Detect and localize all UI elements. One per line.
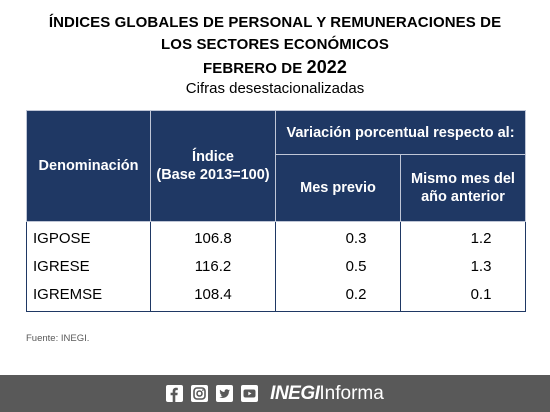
source-note: Fuente: INEGI. xyxy=(26,333,90,344)
facebook-icon[interactable] xyxy=(166,385,184,402)
header-indice: Índice (Base 2013=100) xyxy=(150,110,276,222)
header-denominacion: Denominación xyxy=(26,110,151,222)
header-indice-line1: Índice xyxy=(192,149,234,165)
subtitle: Cifras desestacionalizadas xyxy=(185,80,365,97)
row-name: IGREMSE xyxy=(26,281,151,312)
indices-table: Denominación Índice (Base 2013=100) Vari… xyxy=(26,110,526,312)
row-anio-anterior: 1.3 xyxy=(400,251,526,282)
report-title: ÍNDICES GLOBALES DE PERSONAL Y REMUNERAC… xyxy=(0,12,550,99)
inegi-informa-logo: INEGI Informa xyxy=(270,383,384,405)
table-row: IGRESE 116.2 0.5 1.3 xyxy=(26,251,526,282)
title-month: FEBRERO DE xyxy=(202,60,307,77)
title-line-3: FEBRERO DE 2022 xyxy=(0,56,550,80)
table-row: IGPOSE 106.8 0.3 1.2 xyxy=(26,221,526,252)
title-year: 2022 xyxy=(306,57,348,77)
row-mes-previo: 0.2 xyxy=(275,281,401,312)
twitter-icon[interactable] xyxy=(216,385,234,402)
footer-bar: INEGI Informa xyxy=(0,375,550,412)
row-mes-previo: 0.3 xyxy=(275,221,401,252)
row-indice: 116.2 xyxy=(150,251,276,282)
brand-inegi: INEGI xyxy=(270,382,320,404)
title-line-1: ÍNDICES GLOBALES DE PERSONAL Y REMUNERAC… xyxy=(48,14,502,31)
table-row: IGREMSE 108.4 0.2 0.1 xyxy=(26,281,526,312)
row-mes-previo: 0.5 xyxy=(275,251,401,282)
row-indice: 106.8 xyxy=(150,221,276,252)
row-name: IGPOSE xyxy=(26,221,151,252)
row-anio-anterior: 0.1 xyxy=(400,281,526,312)
header-mismo-mes: Mismo mes del año anterior xyxy=(400,154,526,222)
youtube-icon[interactable] xyxy=(241,385,259,402)
row-indice: 108.4 xyxy=(150,281,276,312)
social-links xyxy=(166,385,259,402)
row-anio-anterior: 1.2 xyxy=(400,221,526,252)
header-variacion: Variación porcentual respecto al: xyxy=(275,110,526,155)
header-mismo-mes-line2: año anterior xyxy=(421,189,505,205)
header-indice-line2: (Base 2013=100) xyxy=(156,167,270,183)
header-mes-previo: Mes previo xyxy=(275,154,401,222)
header-mismo-mes-line1: Mismo mes del xyxy=(411,171,515,187)
row-name: IGRESE xyxy=(26,251,151,282)
instagram-icon[interactable] xyxy=(191,385,209,402)
title-line-2: LOS SECTORES ECONÓMICOS xyxy=(161,36,389,53)
brand-informa: Informa xyxy=(319,382,384,404)
